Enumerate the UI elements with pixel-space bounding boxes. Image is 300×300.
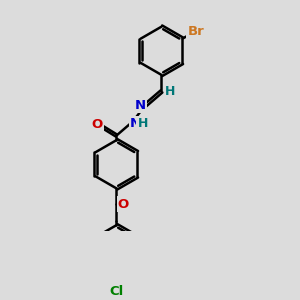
Text: Br: Br <box>188 25 204 38</box>
Text: O: O <box>92 118 103 130</box>
Text: Cl: Cl <box>109 285 124 298</box>
Text: N: N <box>130 117 141 130</box>
Text: N: N <box>134 99 146 112</box>
Text: H: H <box>165 85 175 98</box>
Text: O: O <box>118 197 129 211</box>
Text: H: H <box>137 117 148 130</box>
